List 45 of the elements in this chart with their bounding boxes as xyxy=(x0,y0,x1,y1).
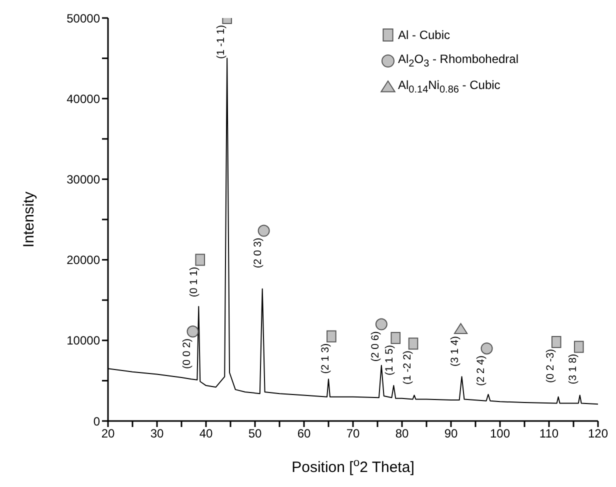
legend-label: Al$_{2}$O$_{3}$ - Rhombohedral xyxy=(398,52,519,70)
legend-label: Al - Cubic xyxy=(398,28,450,42)
annotation: (1 -1 1) xyxy=(215,25,228,59)
point xyxy=(326,330,336,342)
x-axis-title: Position [$^{o}$2 Theta] xyxy=(292,457,414,476)
annotation: (1 1 5) xyxy=(384,344,396,376)
x-tick-label: 50 xyxy=(248,426,262,441)
x-tick-label: 120 xyxy=(588,426,608,441)
point xyxy=(390,332,401,344)
point xyxy=(574,340,584,353)
x-tick-label: 60 xyxy=(297,426,311,441)
point xyxy=(454,323,468,334)
y-tick-label: 20000 xyxy=(66,253,100,268)
x-tick-label: 80 xyxy=(395,426,409,441)
point xyxy=(186,326,199,338)
point xyxy=(551,336,562,348)
annotation: (2 2 4) xyxy=(474,355,487,386)
point xyxy=(408,338,418,350)
point xyxy=(480,342,493,354)
x-tick-label: 90 xyxy=(444,426,458,441)
annotation: (0 2 -3) xyxy=(544,349,556,383)
y-tick-label: 30000 xyxy=(66,172,100,186)
legend-label: Al$_{0.14}$Ni$_{0.86}$ - Cubic xyxy=(398,78,500,96)
annotation: (0 1 1) xyxy=(188,266,200,298)
y-tick-label: 10000 xyxy=(66,334,100,348)
y-axis-title: Intensity xyxy=(20,191,38,248)
annotation: (3 1 8) xyxy=(566,354,579,384)
x-tick-label: 30 xyxy=(150,426,164,441)
point xyxy=(375,318,388,330)
point xyxy=(258,224,270,237)
y-tick-label: 50000 xyxy=(66,11,100,26)
point xyxy=(195,254,206,266)
x-tick-label: 100 xyxy=(490,426,510,441)
y-tick-label: 0 xyxy=(93,414,100,428)
annotation: (0 0 2) xyxy=(180,338,193,369)
x-tick-label: 70 xyxy=(346,426,360,441)
annotation: (2 0 3) xyxy=(252,238,264,268)
x-tick-label: 20 xyxy=(101,426,115,441)
annotation: (3 1 4) xyxy=(448,336,461,366)
x-tick-label: 40 xyxy=(199,426,213,441)
annotation: (1 -2 2) xyxy=(401,350,414,384)
x-tick-label: 110 xyxy=(539,426,559,441)
y-tick-label: 40000 xyxy=(66,92,100,106)
annotation: (2 1 3) xyxy=(319,343,332,374)
annotation: (2 0 6) xyxy=(369,331,382,362)
